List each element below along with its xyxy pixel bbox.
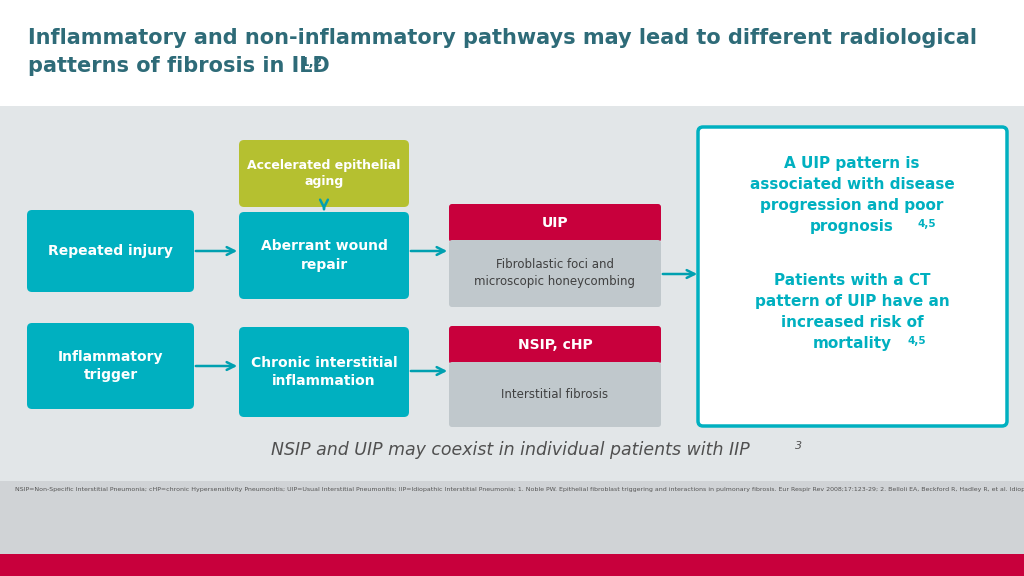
FancyBboxPatch shape [239, 212, 409, 299]
FancyBboxPatch shape [449, 240, 662, 307]
FancyBboxPatch shape [27, 323, 194, 409]
Bar [0, 0, 1024, 106]
Text: 3: 3 [795, 441, 802, 451]
Text: NSIP and UIP may coexist in individual patients with IIP: NSIP and UIP may coexist in individual p… [270, 441, 750, 459]
Text: Patients with a CT
pattern of UIP have an
increased risk of
mortality: Patients with a CT pattern of UIP have a… [755, 273, 949, 351]
FancyBboxPatch shape [27, 210, 194, 292]
Text: 1,2: 1,2 [301, 56, 324, 69]
Text: patterns of fibrosis in ILD: patterns of fibrosis in ILD [28, 56, 330, 76]
Text: Fibroblastic foci and
microscopic honeycombing: Fibroblastic foci and microscopic honeyc… [474, 259, 636, 289]
Bar [0, 554, 1024, 576]
Bar [0, 481, 1024, 576]
Text: Interstitial fibrosis: Interstitial fibrosis [502, 388, 608, 401]
Text: UIP: UIP [542, 216, 568, 230]
Text: Chronic interstitial
inflammation: Chronic interstitial inflammation [251, 356, 397, 388]
Text: Accelerated epithelial
aging: Accelerated epithelial aging [248, 158, 400, 188]
Text: Aberrant wound
repair: Aberrant wound repair [260, 239, 387, 272]
Text: 4,5: 4,5 [918, 219, 936, 229]
Text: Inflammatory and non-inflammatory pathways may lead to different radiological: Inflammatory and non-inflammatory pathwa… [28, 28, 977, 48]
FancyBboxPatch shape [449, 362, 662, 427]
FancyBboxPatch shape [698, 127, 1007, 426]
Text: NSIP, cHP: NSIP, cHP [517, 338, 592, 352]
Text: Inflammatory
trigger: Inflammatory trigger [57, 350, 163, 382]
Text: 4,5: 4,5 [908, 336, 927, 346]
FancyBboxPatch shape [449, 204, 662, 242]
Text: Repeated injury: Repeated injury [48, 244, 173, 258]
Text: A UIP pattern is
associated with disease
progression and poor
prognosis: A UIP pattern is associated with disease… [750, 156, 954, 234]
FancyBboxPatch shape [239, 327, 409, 417]
FancyBboxPatch shape [449, 326, 662, 364]
Text: NSIP=Non-Specific Interstitial Pneumonia; cHP=chronic Hypersensitivity Pneumonit: NSIP=Non-Specific Interstitial Pneumonia… [15, 486, 1024, 491]
FancyBboxPatch shape [239, 140, 409, 207]
